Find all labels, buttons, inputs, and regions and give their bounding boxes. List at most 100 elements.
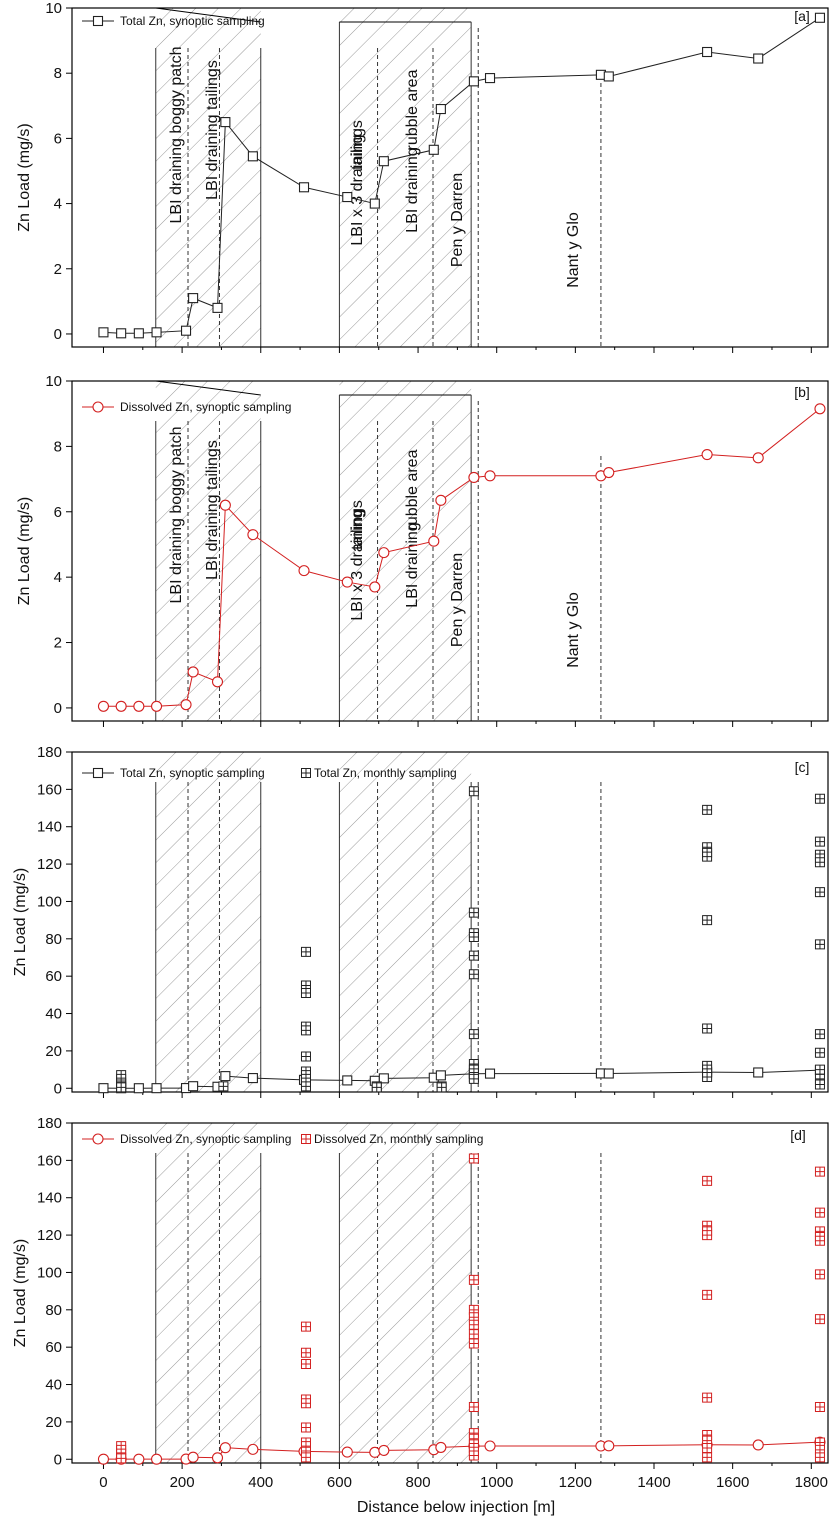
y-axis-label: Zn Load (mg/s) (16, 497, 33, 605)
y-tick-label: 60 (45, 1339, 62, 1356)
y-tick-label: 40 (45, 1006, 62, 1023)
legend-entry: Total Zn, synoptic sampling (82, 766, 265, 780)
x-tick-label: 1800 (795, 1474, 828, 1491)
data-point (752, 452, 764, 464)
data-point (97, 700, 110, 712)
legend-marker (301, 768, 311, 778)
data-point (133, 328, 144, 339)
legend-entry: Total Zn, synoptic sampling (82, 14, 265, 28)
data-point (369, 198, 380, 209)
data-point (468, 1319, 479, 1330)
data-point (814, 1314, 825, 1325)
region-label: LBI draining (404, 147, 421, 232)
data-point (702, 851, 713, 862)
data-point (814, 1064, 825, 1075)
hatched-region (155, 381, 261, 721)
data-point (133, 1453, 145, 1465)
panel-label: [d] (790, 1127, 806, 1143)
data-point (814, 1029, 825, 1040)
data-point (300, 1051, 311, 1062)
y-tick-label: 0 (54, 326, 62, 343)
panel-b: 0 2 4 6 8 10 Zn Load (mg/s) LBI draining boggy … (16, 373, 829, 727)
data-point (484, 73, 496, 84)
legend-label: Total Zn, monthly sampling (314, 766, 457, 780)
data-point (753, 1067, 764, 1078)
data-point (187, 666, 199, 678)
y-tick-label: 10 (45, 373, 62, 390)
y-tick-label: 120 (37, 856, 62, 873)
y-tick-label: 4 (54, 196, 62, 213)
data-point (220, 1071, 231, 1082)
data-point (814, 857, 825, 868)
data-point (247, 151, 258, 162)
data-point (702, 804, 713, 815)
data-point (468, 471, 480, 483)
data-point (378, 156, 389, 167)
data-point (468, 786, 479, 797)
data-point (814, 1166, 825, 1177)
data-point (116, 328, 127, 339)
data-point (468, 969, 479, 980)
data-point (150, 1453, 163, 1465)
data-point (468, 1073, 479, 1084)
legend-entry: Total Zn, monthly sampling (301, 766, 457, 780)
data-point (300, 1452, 311, 1463)
legend-entry: Dissolved Zn, synoptic sampling (82, 400, 291, 414)
y-tick-label: 4 (54, 569, 62, 586)
data-point (247, 529, 259, 541)
data-point (468, 1029, 479, 1040)
data-point (219, 1442, 231, 1454)
panel-label: [b] (794, 384, 810, 400)
region-label: LBI draining boggy patch (168, 46, 185, 223)
hatched-region (155, 1123, 261, 1463)
data-point (428, 535, 440, 547)
data-point (603, 466, 615, 479)
legend-entry: Dissolved Zn, monthly sampling (301, 1132, 483, 1146)
x-tick-label: 200 (170, 1474, 195, 1491)
x-tick-label: 1200 (559, 1474, 592, 1491)
data-point (133, 1083, 144, 1094)
data-point (814, 403, 826, 415)
data-point (116, 1082, 127, 1093)
data-point (378, 547, 390, 559)
region-label: LBI draining (404, 522, 421, 607)
data-point (180, 325, 192, 336)
data-point (814, 1401, 825, 1412)
data-point (702, 1230, 713, 1241)
y-tick-label: 100 (37, 1264, 62, 1281)
panel-label: [c] (795, 759, 810, 775)
data-point (468, 1338, 479, 1349)
data-point (814, 1079, 825, 1090)
data-point (133, 700, 145, 712)
x-tick-label: 1400 (637, 1474, 670, 1491)
data-point (180, 699, 192, 711)
data-point (435, 494, 447, 506)
y-tick-label: 0 (54, 1451, 62, 1468)
data-point (247, 1443, 259, 1455)
region-label: tailings (349, 500, 366, 550)
data-point (435, 1441, 447, 1453)
y-tick-label: 80 (45, 1302, 62, 1319)
data-point (369, 581, 381, 593)
panels: 0 2 4 6 8 10 Zn Load (mg/s) LBI draining boggy … (12, 0, 829, 1491)
data-point (300, 1358, 311, 1369)
data-point (468, 950, 479, 961)
data-point (752, 1439, 764, 1451)
data-point (603, 1068, 614, 1079)
region-label: tailings (349, 120, 366, 170)
legend-marker (92, 15, 104, 27)
region-label: LBI draining tailings (204, 60, 221, 200)
hatched-region (339, 1123, 472, 1463)
data-point (300, 1422, 311, 1433)
y-tick-label: 0 (54, 1080, 62, 1097)
y-tick-label: 8 (54, 438, 62, 455)
y-tick-label: 100 (37, 893, 62, 910)
hatched-region (339, 381, 472, 721)
y-tick-label: 8 (54, 65, 62, 82)
y-tick-label: 0 (54, 700, 62, 717)
data-point (150, 700, 163, 712)
data-point (98, 1083, 109, 1094)
data-point (435, 103, 446, 115)
data-point (814, 939, 825, 950)
